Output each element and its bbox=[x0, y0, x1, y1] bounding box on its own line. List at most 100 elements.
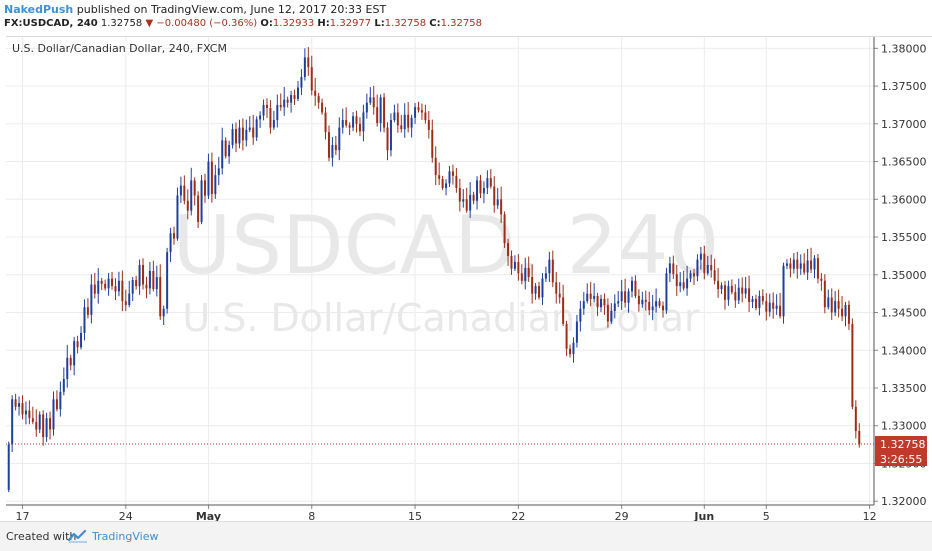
candle-body bbox=[197, 195, 200, 222]
candle-body bbox=[782, 265, 785, 317]
candle-body bbox=[14, 399, 17, 407]
candle-body bbox=[510, 255, 513, 269]
candle-body bbox=[348, 125, 351, 128]
candle-body bbox=[596, 295, 599, 308]
candle-body bbox=[166, 252, 169, 309]
x-tick-label: Jun bbox=[693, 510, 714, 522]
candle-body bbox=[634, 280, 637, 296]
candle-body bbox=[276, 104, 279, 121]
candle-body bbox=[314, 90, 317, 96]
candle-body bbox=[558, 293, 561, 298]
tradingview-link[interactable]: TradingView bbox=[92, 530, 159, 543]
candle-body bbox=[190, 180, 193, 211]
candle-body bbox=[138, 264, 141, 287]
candle-body bbox=[252, 127, 255, 138]
candlestick-chart[interactable]: 1.320001.325001.330001.335001.340001.345… bbox=[6, 37, 932, 522]
candle-body bbox=[531, 277, 534, 294]
candle-body bbox=[541, 278, 544, 298]
candle-body bbox=[699, 253, 702, 260]
candle-body bbox=[341, 120, 344, 128]
candle-body bbox=[434, 157, 437, 176]
candle-body bbox=[744, 288, 747, 294]
chart-area[interactable]: 1.320001.325001.330001.335001.340001.345… bbox=[6, 36, 932, 522]
x-tick-label: 22 bbox=[511, 510, 525, 522]
candle-body bbox=[792, 259, 795, 269]
candle-body bbox=[796, 259, 799, 269]
candle-body bbox=[352, 116, 355, 128]
candle-body bbox=[248, 127, 251, 130]
candle-body bbox=[710, 264, 713, 271]
candle-body bbox=[555, 282, 558, 294]
candle-body bbox=[148, 271, 151, 289]
candle-body bbox=[651, 306, 654, 311]
candle-body bbox=[682, 282, 685, 289]
candle-body bbox=[11, 399, 14, 445]
candle-body bbox=[476, 180, 479, 201]
candle-body bbox=[345, 120, 348, 126]
candle-body bbox=[414, 107, 417, 118]
candle-body bbox=[111, 278, 114, 287]
candle-body bbox=[286, 99, 289, 103]
candle-body bbox=[562, 297, 565, 324]
candle-body bbox=[293, 95, 296, 99]
candle-body bbox=[500, 199, 503, 215]
candle-body bbox=[589, 293, 592, 299]
candle-body bbox=[176, 195, 179, 239]
candle-body bbox=[290, 95, 293, 103]
candle-body bbox=[820, 278, 823, 281]
candle-body bbox=[631, 280, 634, 292]
candle-body bbox=[572, 342, 575, 355]
candle-body bbox=[131, 280, 134, 294]
candle-body bbox=[338, 127, 341, 151]
candle-body bbox=[600, 298, 603, 308]
candle-body bbox=[417, 107, 420, 111]
candle-body bbox=[613, 303, 616, 312]
candle-body bbox=[73, 341, 76, 366]
tradingview-logo-icon[interactable] bbox=[68, 529, 88, 543]
candle-body bbox=[114, 286, 117, 292]
candle-body bbox=[372, 97, 375, 108]
candle-body bbox=[365, 102, 368, 113]
candle-body bbox=[627, 291, 630, 303]
last-price-label: 1.32758 bbox=[880, 438, 926, 451]
candle-body bbox=[52, 399, 55, 430]
candle-body bbox=[121, 280, 124, 302]
candle-body bbox=[803, 263, 806, 273]
candle-body bbox=[62, 378, 65, 392]
candle-body bbox=[66, 357, 69, 379]
candle-body bbox=[816, 258, 819, 279]
candle-body bbox=[806, 260, 809, 273]
down-arrow-icon: ▼ bbox=[145, 18, 154, 29]
candle-body bbox=[38, 414, 41, 430]
candle-body bbox=[665, 273, 668, 311]
candle-body bbox=[455, 175, 458, 188]
ohlc-line: FX:USDCAD, 240 1.32758 ▼ −0.00480 (−0.36… bbox=[4, 18, 482, 29]
author-link[interactable]: NakedPush bbox=[4, 3, 74, 16]
candle-body bbox=[734, 292, 737, 301]
candle-body bbox=[18, 403, 21, 407]
candle-body bbox=[789, 263, 792, 269]
publish-info: published on TradingView.com, June 12, 2… bbox=[76, 3, 387, 16]
y-tick-label: 1.36000 bbox=[881, 193, 927, 206]
footer: Created with TradingView bbox=[0, 521, 932, 551]
candle-body bbox=[55, 399, 58, 410]
candle-body bbox=[269, 107, 272, 128]
candle-body bbox=[748, 288, 751, 302]
candle-body bbox=[469, 194, 472, 211]
candle-body bbox=[751, 298, 754, 302]
candle-body bbox=[145, 284, 148, 289]
candle-body bbox=[217, 168, 220, 176]
candle-body bbox=[24, 410, 27, 415]
open-value: 1.32933 bbox=[272, 18, 315, 29]
candle-body bbox=[42, 414, 45, 438]
candle-body bbox=[438, 175, 441, 179]
candle-body bbox=[262, 104, 265, 116]
candle-body bbox=[648, 301, 651, 311]
candle-body bbox=[265, 104, 268, 108]
candle-body bbox=[255, 119, 258, 138]
candle-body bbox=[534, 286, 537, 294]
candle-body bbox=[844, 304, 847, 317]
candle-body bbox=[754, 298, 757, 308]
candle-body bbox=[152, 271, 155, 290]
y-tick-label: 1.38000 bbox=[881, 42, 927, 55]
